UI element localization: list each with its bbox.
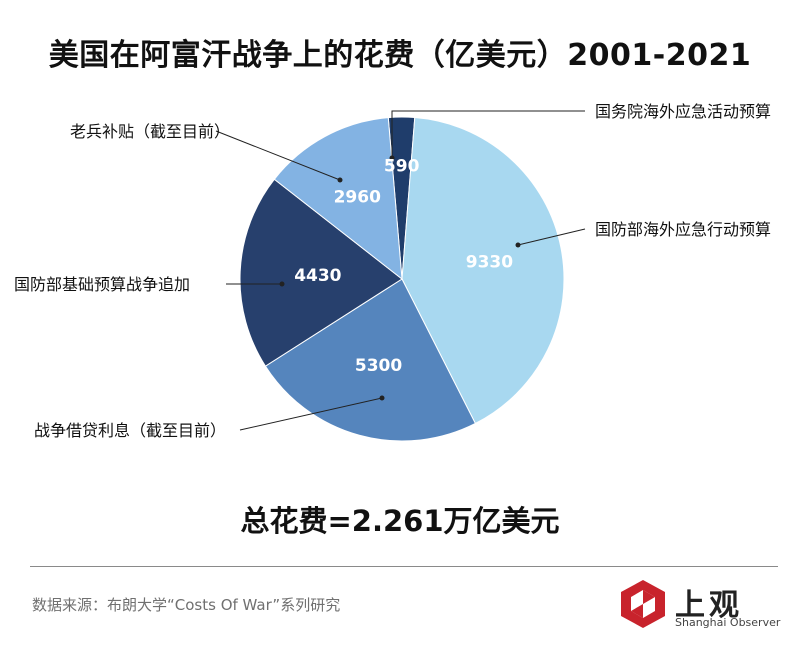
logo-subtitle: Shanghai Observer <box>675 616 781 629</box>
slice-value-label: 590 <box>384 157 420 177</box>
logo-icon <box>621 580 665 628</box>
chart-title: 美国在阿富汗战争上的花费（亿美元）2001-2021 <box>48 38 752 73</box>
slice-category-label: 国防部海外应急行动预算 <box>595 220 771 239</box>
leader-line <box>517 228 586 246</box>
pie-slice <box>273 117 403 281</box>
total-cost-text: 总花费=2.261万亿美元 <box>240 504 560 538</box>
pie-slice <box>239 178 403 367</box>
slice-category-label: 国防部基础预算战争追加 <box>14 275 190 294</box>
slice-value-label: 2960 <box>334 187 381 207</box>
slice-category-label: 老兵补贴（截至目前） <box>70 122 230 141</box>
shanghai-observer-logo: 上观 Shanghai Observer <box>617 578 787 638</box>
slice-category-label: 战争借贷利息（截至目前） <box>34 421 226 440</box>
divider <box>30 566 778 567</box>
logo-text: 上观 <box>675 588 743 623</box>
leader-dot <box>389 155 395 161</box>
leader-line <box>215 130 341 181</box>
pie-slice <box>401 116 565 425</box>
slice-value-label: 9330 <box>466 253 513 273</box>
pie-slice <box>264 278 477 442</box>
leader-dot <box>337 177 343 183</box>
leader-line <box>239 397 383 431</box>
slice-category-label: 国务院海外应急活动预算 <box>595 102 771 121</box>
source-text: 数据来源：布朗大学“Costs Of War”系列研究 <box>32 596 341 614</box>
slice-value-label: 4430 <box>294 266 341 286</box>
leader-dot <box>379 395 385 401</box>
leader-dot <box>515 242 521 248</box>
leader-dot <box>279 281 285 287</box>
leader-line <box>391 110 585 158</box>
slice-value-label: 5300 <box>355 356 402 376</box>
